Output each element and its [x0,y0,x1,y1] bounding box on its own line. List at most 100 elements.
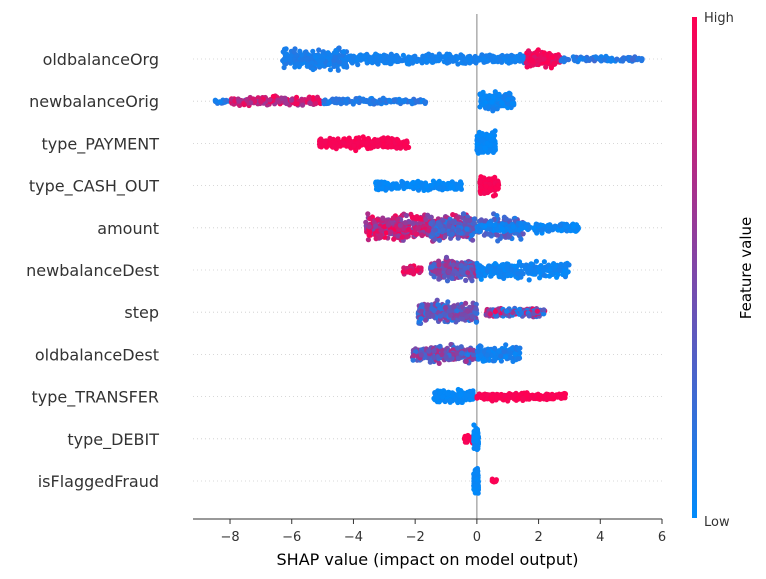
shap-point [389,220,395,226]
shap-point [399,234,405,240]
shap-point [335,136,341,142]
shap-point [463,277,469,283]
shap-point [283,100,289,107]
shap-point [484,140,490,146]
shap-point [465,270,471,276]
shap-point [374,59,380,65]
shap-point [282,57,288,63]
shap-point [241,102,247,108]
shap-point [479,222,485,228]
shap-point [551,60,557,66]
shap-point [481,55,487,62]
shap-point [447,397,453,403]
shap-point [443,254,450,260]
shap-point [487,186,493,192]
shap-point [486,263,492,269]
shap-point [303,56,310,62]
shap-point [552,225,558,231]
shap-point [428,220,434,227]
shap-point [310,48,316,54]
shap-point [447,312,454,318]
shap-point [454,271,461,277]
shap-point [541,311,547,317]
shap-point [407,55,414,61]
shap-point [288,97,294,103]
shap-point [492,261,498,267]
shap-point [547,224,553,230]
shap-point [487,311,493,317]
shap-point [473,306,479,312]
shap-point [440,394,446,400]
shap-point [429,182,435,189]
shap-point [490,107,497,113]
shap-point [537,275,543,281]
feature-row [415,297,548,326]
shap-point [397,145,404,151]
shap-point [267,97,273,103]
shap-point [465,352,471,358]
shap-point [565,57,572,63]
shap-point [455,61,461,67]
shap-point [525,48,532,54]
shap-point [406,219,412,225]
shap-point [363,219,369,225]
shap-point [474,147,480,153]
shap-point [403,212,409,219]
shap-point [387,55,394,62]
shap-point [546,228,552,234]
shap-point [557,263,563,269]
shap-point [518,236,524,242]
shap-point [440,227,446,233]
shap-point [464,226,470,232]
feature-row [212,89,517,114]
shap-point [515,271,521,277]
shap-point [518,310,524,316]
shap-point [378,227,384,233]
shap-point [484,352,490,358]
shap-point [550,54,556,60]
shap-point [405,269,411,275]
shap-point [470,237,476,243]
shap-point [450,262,456,268]
shap-point [446,308,452,314]
shap-point [429,52,435,58]
shap-point [410,357,416,363]
shap-point [399,98,405,104]
shap-point [534,221,540,228]
shap-point [554,274,560,280]
shap-point [410,60,416,66]
shap-point [488,137,494,143]
shap-point [471,220,477,226]
shap-point [336,59,343,65]
shap-point [504,265,510,271]
shap-point [498,353,504,359]
shap-point [529,57,535,63]
shap-point [459,311,465,318]
shap-point [473,319,479,325]
shap-point [614,56,620,62]
shap-point [429,264,435,270]
shap-point [375,137,381,143]
shap-point [322,138,328,144]
shap-point [443,262,449,268]
shap-point [499,100,505,106]
shap-point [465,231,471,237]
shap-point [586,56,592,62]
shap-point [328,52,334,58]
shap-point [458,263,464,269]
shap-point [491,268,497,275]
shap-point [458,344,464,350]
shap-point [541,56,547,62]
shap-point [489,130,495,136]
shap-point [449,275,455,281]
shap-point [475,55,481,61]
shap-point [475,349,481,355]
shap-point [427,359,433,365]
shap-point [370,143,376,149]
shap-point [429,306,435,312]
shap-point [434,56,440,63]
shap-point [402,220,408,226]
shap-point [386,138,392,144]
shap-point [526,265,532,271]
shap-point [422,317,429,323]
